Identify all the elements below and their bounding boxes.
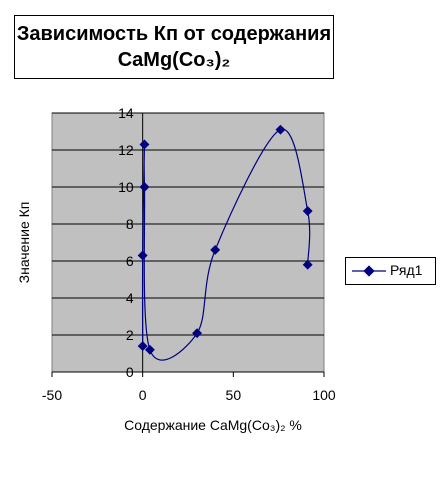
- data-point: [137, 250, 148, 261]
- data-point: [137, 341, 148, 352]
- y-tick-label: 12: [118, 142, 134, 158]
- legend-marker: [352, 265, 386, 277]
- data-point: [139, 182, 150, 192]
- x-tick-label: 0: [139, 387, 147, 403]
- data-point: [210, 244, 221, 255]
- plot-area: [51, 112, 325, 373]
- y-tick-label: 6: [126, 253, 134, 269]
- data-point: [144, 344, 155, 355]
- x-tick-label: 50: [226, 387, 242, 403]
- data-point: [192, 328, 203, 339]
- chart-title-line2: CaMg(Co₃)₂: [117, 49, 231, 71]
- x-tick-label: 100: [312, 387, 336, 403]
- legend: Ряд1: [345, 257, 436, 285]
- y-tick-label: 8: [126, 216, 134, 232]
- x-tick-label: -50: [42, 387, 62, 403]
- chart-title-line1: Зависимость Кп от содержания: [16, 23, 332, 45]
- y-axis-title: Значение Кп: [16, 202, 32, 284]
- data-point: [302, 206, 313, 216]
- y-tick-label: 14: [118, 105, 134, 121]
- chart-title: Зависимость Кп от содержания CaMg(Co₃)₂: [14, 15, 334, 79]
- y-tick-label: 4: [126, 290, 134, 306]
- y-tick-label: 10: [118, 179, 134, 195]
- y-tick-label: 0: [126, 364, 134, 380]
- legend-label-series1: Ряд1: [390, 262, 423, 278]
- data-point: [302, 259, 313, 270]
- x-axis-title: Содержание CaMg(Co₃)₂ %: [124, 417, 302, 433]
- data-point: [139, 139, 150, 150]
- y-tick-label: 2: [126, 327, 134, 343]
